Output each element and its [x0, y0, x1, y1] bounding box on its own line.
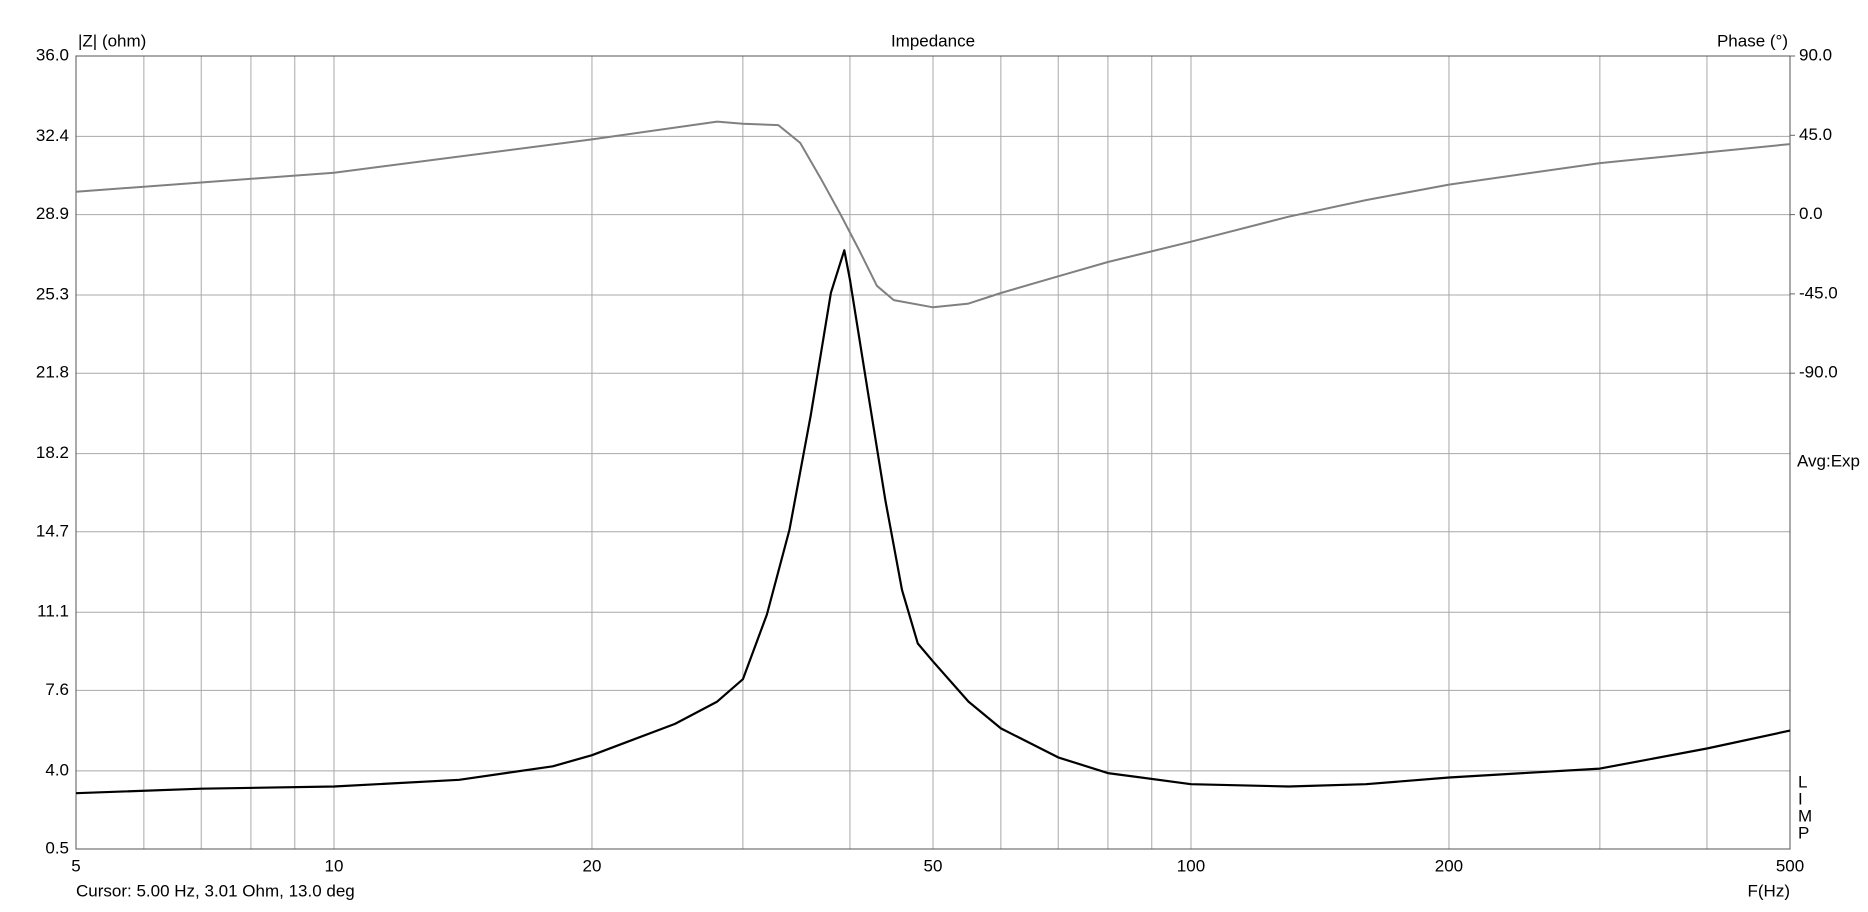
x-tick-label: 10	[325, 856, 344, 875]
y2-tick-label: 45.0	[1799, 125, 1832, 144]
y-tick-label: 0.5	[45, 838, 69, 857]
y-tick-label: 28.9	[36, 204, 69, 223]
series-line	[75, 249, 1791, 795]
y-axis-label: |Z| (ohm)	[78, 31, 146, 50]
y-tick-label: 18.2	[36, 443, 69, 462]
x-axis-label: F(Hz)	[1748, 881, 1790, 900]
y-tick-label: 32.4	[36, 126, 69, 145]
side-letter: L	[1798, 772, 1807, 791]
y2-axis-label: Phase (°)	[1717, 31, 1788, 50]
y-tick-label: 11.1	[37, 602, 69, 621]
y2-tick-label: -45.0	[1799, 283, 1838, 302]
side-letter: I	[1798, 789, 1803, 808]
y-tick-label: 14.7	[36, 521, 69, 540]
plot-frame	[75, 55, 1791, 850]
chart-title: Impedance	[891, 31, 975, 50]
y2-tick-label: 0.0	[1799, 204, 1823, 223]
y-tick-label: 36.0	[36, 45, 69, 64]
x-tick-label: 100	[1177, 856, 1205, 875]
averaging-label: Avg:Exp	[1797, 451, 1860, 470]
y2-tick-label: -90.0	[1799, 363, 1838, 382]
y-tick-label: 25.3	[36, 285, 69, 304]
y2-tick-label: 90.0	[1799, 45, 1832, 64]
cursor-readout: Cursor: 5.00 Hz, 3.01 Ohm, 13.0 deg	[76, 881, 355, 900]
y-tick-label: 21.8	[36, 363, 69, 382]
x-tick-label: 5	[71, 856, 80, 875]
y-tick-label: 4.0	[45, 760, 69, 779]
x-tick-label: 200	[1435, 856, 1463, 875]
side-letter: M	[1798, 806, 1812, 825]
x-tick-label: 20	[583, 856, 602, 875]
side-letter: P	[1798, 823, 1809, 842]
series-line	[75, 120, 1791, 309]
x-tick-label: 500	[1776, 856, 1804, 875]
x-tick-label: 50	[924, 856, 943, 875]
y-tick-label: 7.6	[45, 680, 69, 699]
